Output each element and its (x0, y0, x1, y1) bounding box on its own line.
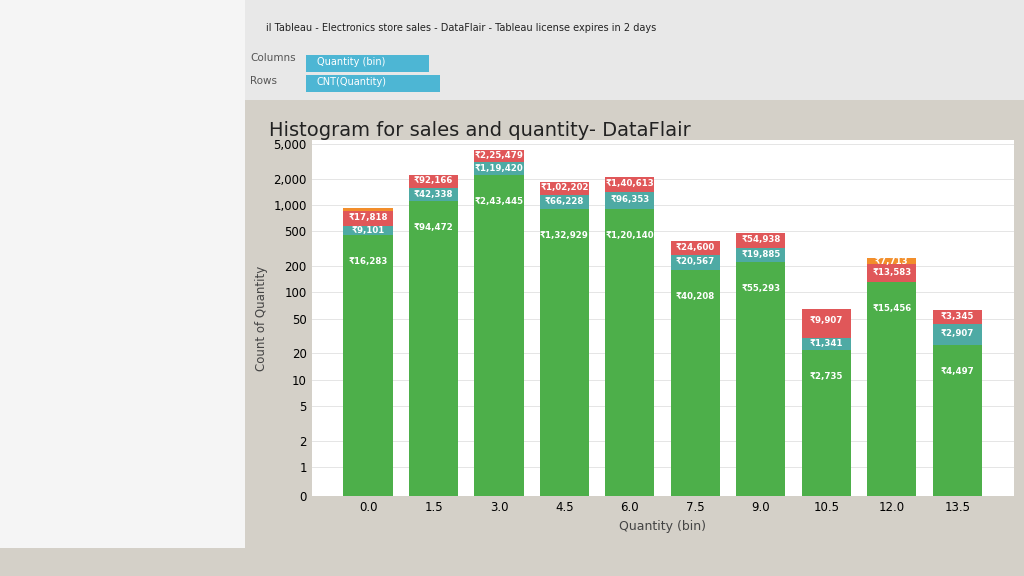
Bar (343, 211, 392, 226)
Text: ₹2,735: ₹2,735 (810, 372, 843, 381)
Bar (736, 233, 785, 248)
Bar (343, 235, 392, 496)
Bar (343, 208, 392, 211)
Text: Columns: Columns (250, 52, 296, 63)
Bar (802, 309, 851, 338)
Text: ₹2,25,479: ₹2,25,479 (474, 151, 523, 160)
Text: ₹1,40,613: ₹1,40,613 (605, 179, 654, 188)
Text: Histogram for sales and quantity- DataFlair: Histogram for sales and quantity- DataFl… (269, 122, 691, 141)
Text: ₹24,600: ₹24,600 (676, 242, 715, 252)
Bar (474, 150, 523, 162)
Text: ₹17,818: ₹17,818 (348, 213, 388, 222)
Text: ₹13,583: ₹13,583 (872, 268, 911, 276)
Text: ₹42,338: ₹42,338 (414, 190, 454, 199)
Text: ₹20,567: ₹20,567 (676, 257, 715, 266)
Bar (736, 263, 785, 496)
Text: ₹2,907: ₹2,907 (941, 329, 974, 338)
Text: ₹66,228: ₹66,228 (545, 197, 584, 206)
Text: il Tableau - Electronics store sales - DataFlair - Tableau license expires in 2 : il Tableau - Electronics store sales - D… (266, 23, 656, 33)
X-axis label: Quantity (bin): Quantity (bin) (620, 520, 707, 533)
Bar (409, 175, 458, 188)
Bar (474, 175, 523, 496)
Bar (540, 181, 589, 195)
Text: ₹1,02,202: ₹1,02,202 (541, 183, 589, 192)
Bar (933, 345, 982, 496)
Text: ₹54,938: ₹54,938 (741, 235, 780, 244)
Bar (671, 255, 720, 270)
Text: ₹16,283: ₹16,283 (348, 257, 388, 266)
Text: ₹1,20,140: ₹1,20,140 (605, 231, 654, 240)
Bar (802, 350, 851, 496)
Text: ₹7,713: ₹7,713 (874, 257, 908, 266)
Bar (409, 202, 458, 496)
Text: ₹1,19,420: ₹1,19,420 (474, 164, 523, 173)
Bar (605, 209, 654, 496)
Text: ₹92,166: ₹92,166 (414, 176, 454, 185)
Text: ₹9,101: ₹9,101 (351, 226, 385, 234)
Bar (671, 270, 720, 496)
Text: ₹55,293: ₹55,293 (741, 284, 780, 293)
Bar (867, 264, 916, 282)
Text: ₹1,341: ₹1,341 (810, 339, 843, 348)
Y-axis label: Count of Quantity: Count of Quantity (255, 266, 267, 371)
Text: Rows: Rows (250, 75, 278, 86)
Bar (867, 259, 916, 264)
Text: ₹19,885: ₹19,885 (741, 250, 780, 259)
Text: ₹2,43,445: ₹2,43,445 (474, 197, 523, 206)
Text: ₹94,472: ₹94,472 (414, 223, 454, 232)
Bar (671, 241, 720, 255)
Bar (802, 338, 851, 350)
Bar (343, 226, 392, 235)
Text: ₹9,907: ₹9,907 (810, 316, 843, 325)
Bar (736, 248, 785, 263)
Bar (933, 310, 982, 324)
Bar (933, 324, 982, 345)
Text: CNT(Quantity): CNT(Quantity) (316, 77, 387, 88)
Bar (540, 209, 589, 496)
Text: ₹1,32,929: ₹1,32,929 (540, 231, 589, 240)
Text: ₹15,456: ₹15,456 (872, 304, 911, 313)
Bar (605, 177, 654, 192)
Text: ₹3,345: ₹3,345 (941, 312, 974, 321)
Text: ₹40,208: ₹40,208 (676, 292, 715, 301)
Bar (409, 188, 458, 202)
Bar (474, 162, 523, 175)
Text: Quantity (bin): Quantity (bin) (316, 57, 385, 67)
Bar (867, 282, 916, 496)
Text: ₹4,497: ₹4,497 (940, 367, 974, 376)
Bar (605, 192, 654, 209)
Bar (540, 195, 589, 209)
Text: ₹96,353: ₹96,353 (610, 195, 649, 204)
